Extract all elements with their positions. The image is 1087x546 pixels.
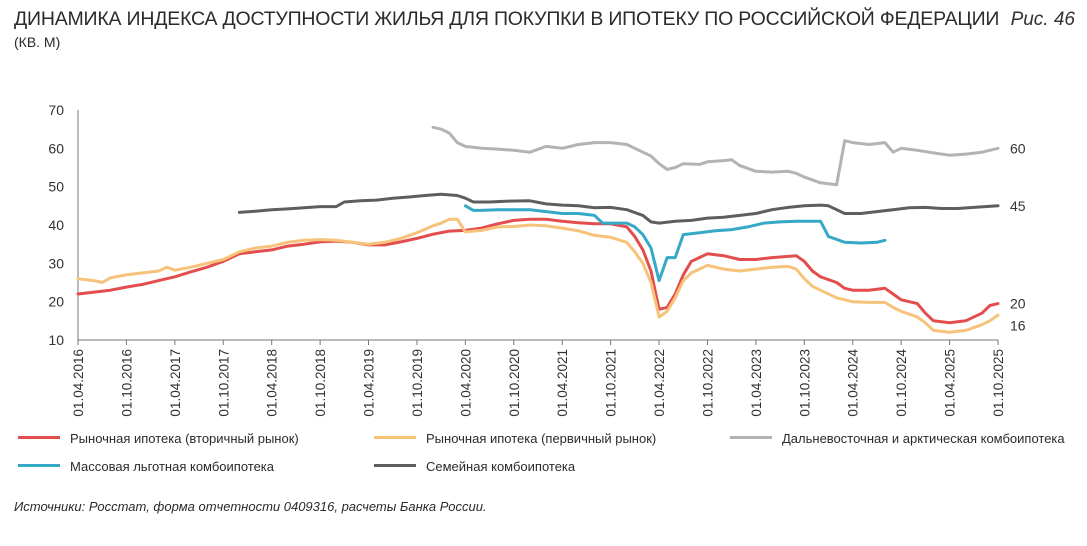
- y-axis: 10 20 30 40 50 60 70: [48, 102, 79, 348]
- x-tick-label: 01.10.2024: [894, 349, 909, 417]
- x-tick-label: 01.10.2025: [991, 349, 1006, 417]
- x-tick-label: 01.10.2023: [797, 349, 812, 417]
- end-value-label: 16: [1010, 318, 1026, 334]
- series-line-3: [463, 204, 887, 283]
- legend-label: Семейная комбоипотека: [426, 459, 576, 474]
- x-tick-label: 01.10.2016: [119, 349, 134, 417]
- y-tick-label: 10: [48, 332, 64, 348]
- source-note: Источники: Росстат, форма отчетности 040…: [14, 499, 487, 514]
- end-value-label: 20: [1010, 296, 1026, 312]
- legend-label: Массовая льготная комбоипотека: [70, 459, 275, 474]
- legend-label: Рыночная ипотека (вторичный рынок): [70, 431, 299, 446]
- x-tick-label: 01.04.2022: [652, 349, 667, 417]
- x-tick-label: 01.04.2018: [265, 349, 280, 417]
- y-tick-label: 70: [48, 102, 64, 118]
- x-tick-label: 01.10.2019: [410, 349, 425, 417]
- x-tick-label: 01.04.2020: [458, 349, 473, 417]
- figure-label: Рис. 46: [1010, 9, 1075, 30]
- y-tick-label: 20: [48, 294, 64, 310]
- legend-swatch: [374, 436, 416, 440]
- legend-label: Рыночная ипотека (первичный рынок): [426, 431, 657, 446]
- x-tick-label: 01.04.2025: [943, 349, 958, 417]
- x-tick-label: 01.10.2018: [313, 349, 328, 417]
- legend-item-secondary: Рыночная ипотека (вторичный рынок): [18, 431, 299, 446]
- legend-item-primary: Рыночная ипотека (первичный рынок): [374, 431, 656, 446]
- y-tick-label: 50: [48, 179, 64, 195]
- x-tick-label: 01.10.2017: [216, 349, 231, 417]
- legend-label: Дальневосточная и арктическая комбоипоте…: [782, 431, 1065, 446]
- y-tick-label: 40: [48, 217, 64, 233]
- legend-item-family: Семейная комбоипотека: [374, 459, 575, 474]
- x-tick-label: 01.10.2021: [604, 349, 619, 417]
- x-tick-label: 01.04.2017: [168, 349, 183, 417]
- y-tick-label: 30: [48, 255, 64, 271]
- end-value-label: 45: [1010, 198, 1026, 214]
- series-lines: [76, 125, 1000, 334]
- legend-swatch: [374, 464, 416, 468]
- x-tick-label: 01.10.2022: [700, 349, 715, 417]
- legend-swatch: [18, 436, 60, 440]
- x-tick-label: 01.04.2023: [749, 349, 764, 417]
- x-axis: 01.04.2016 01.10.2016 01.04.2017 01.10.2017…: [71, 339, 1006, 417]
- series-line-1: [76, 217, 1000, 334]
- chart-title: ДИНАМИКА ИНДЕКСА ДОСТУПНОСТИ ЖИЛЬЯ ДЛЯ П…: [14, 8, 1000, 30]
- series-line-2: [431, 125, 1000, 187]
- end-value-label: 60: [1010, 140, 1026, 156]
- y-tick-label: 60: [48, 140, 64, 156]
- legend-swatch: [18, 464, 60, 468]
- legend-item-mass-subsidized: Массовая льготная комбоипотека: [18, 459, 274, 474]
- x-tick-label: 01.04.2016: [71, 349, 86, 417]
- end-labels: 20 16 60 45: [1010, 140, 1026, 333]
- series-line-4: [237, 192, 1000, 225]
- legend-item-far-east: Дальневосточная и арктическая комбоипоте…: [730, 431, 1065, 446]
- chart-subtitle: (КВ. М): [14, 34, 61, 50]
- x-tick-label: 01.04.2021: [555, 349, 570, 417]
- x-tick-label: 01.04.2024: [846, 349, 861, 417]
- series-line-0: [76, 217, 1000, 325]
- x-tick-label: 01.10.2020: [507, 349, 522, 417]
- legend-swatch: [730, 436, 772, 440]
- x-tick-label: 01.04.2019: [362, 349, 377, 417]
